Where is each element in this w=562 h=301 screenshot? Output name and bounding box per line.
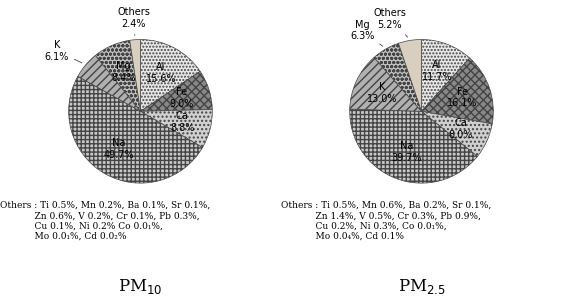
Text: Others
2.4%: Others 2.4% bbox=[117, 8, 150, 36]
Text: Fe
16.1%: Fe 16.1% bbox=[447, 87, 478, 108]
Text: Fe
9.0%: Fe 9.0% bbox=[169, 88, 194, 109]
Wedge shape bbox=[398, 39, 422, 111]
Text: Mg
8.4%: Mg 8.4% bbox=[111, 61, 135, 83]
Text: Ca
8.0%: Ca 8.0% bbox=[448, 118, 473, 140]
Wedge shape bbox=[96, 40, 140, 111]
Wedge shape bbox=[422, 58, 493, 124]
Wedge shape bbox=[140, 71, 212, 111]
Wedge shape bbox=[374, 43, 422, 111]
Text: Al
11.7%: Al 11.7% bbox=[422, 60, 452, 82]
Text: Al
15.6%: Al 15.6% bbox=[146, 63, 176, 84]
Text: K
6.1%: K 6.1% bbox=[45, 40, 82, 63]
Text: Na
49.7%: Na 49.7% bbox=[104, 138, 134, 160]
Text: Others : Ti 0.5%, Mn 0.2%, Ba 0.1%, Sr 0.1%,
            Zn 0.6%, V 0.2%, Cr 0.1: Others : Ti 0.5%, Mn 0.2%, Ba 0.1%, Sr 0… bbox=[0, 201, 210, 241]
Text: Others : Ti 0.5%, Mn 0.6%, Ba 0.2%, Sr 0.1%,
            Zn 1.4%, V 0.5%, Cr 0.3: Others : Ti 0.5%, Mn 0.6%, Ba 0.2%, Sr 0… bbox=[281, 201, 491, 241]
Text: Ca
8.8%: Ca 8.8% bbox=[170, 111, 194, 133]
Text: PM$_{2.5}$: PM$_{2.5}$ bbox=[397, 277, 446, 296]
Wedge shape bbox=[78, 55, 140, 111]
Text: PM$_{10}$: PM$_{10}$ bbox=[119, 277, 162, 296]
Wedge shape bbox=[422, 39, 470, 111]
Wedge shape bbox=[350, 109, 477, 183]
Wedge shape bbox=[140, 110, 212, 147]
Text: Mg
6.3%: Mg 6.3% bbox=[350, 20, 383, 46]
Wedge shape bbox=[350, 57, 422, 111]
Text: Na
39.7%: Na 39.7% bbox=[391, 141, 422, 163]
Wedge shape bbox=[130, 39, 140, 111]
Wedge shape bbox=[422, 111, 492, 157]
Text: Others
5.2%: Others 5.2% bbox=[373, 8, 407, 37]
Wedge shape bbox=[140, 39, 200, 111]
Wedge shape bbox=[69, 76, 202, 183]
Text: K
13.0%: K 13.0% bbox=[367, 82, 398, 104]
